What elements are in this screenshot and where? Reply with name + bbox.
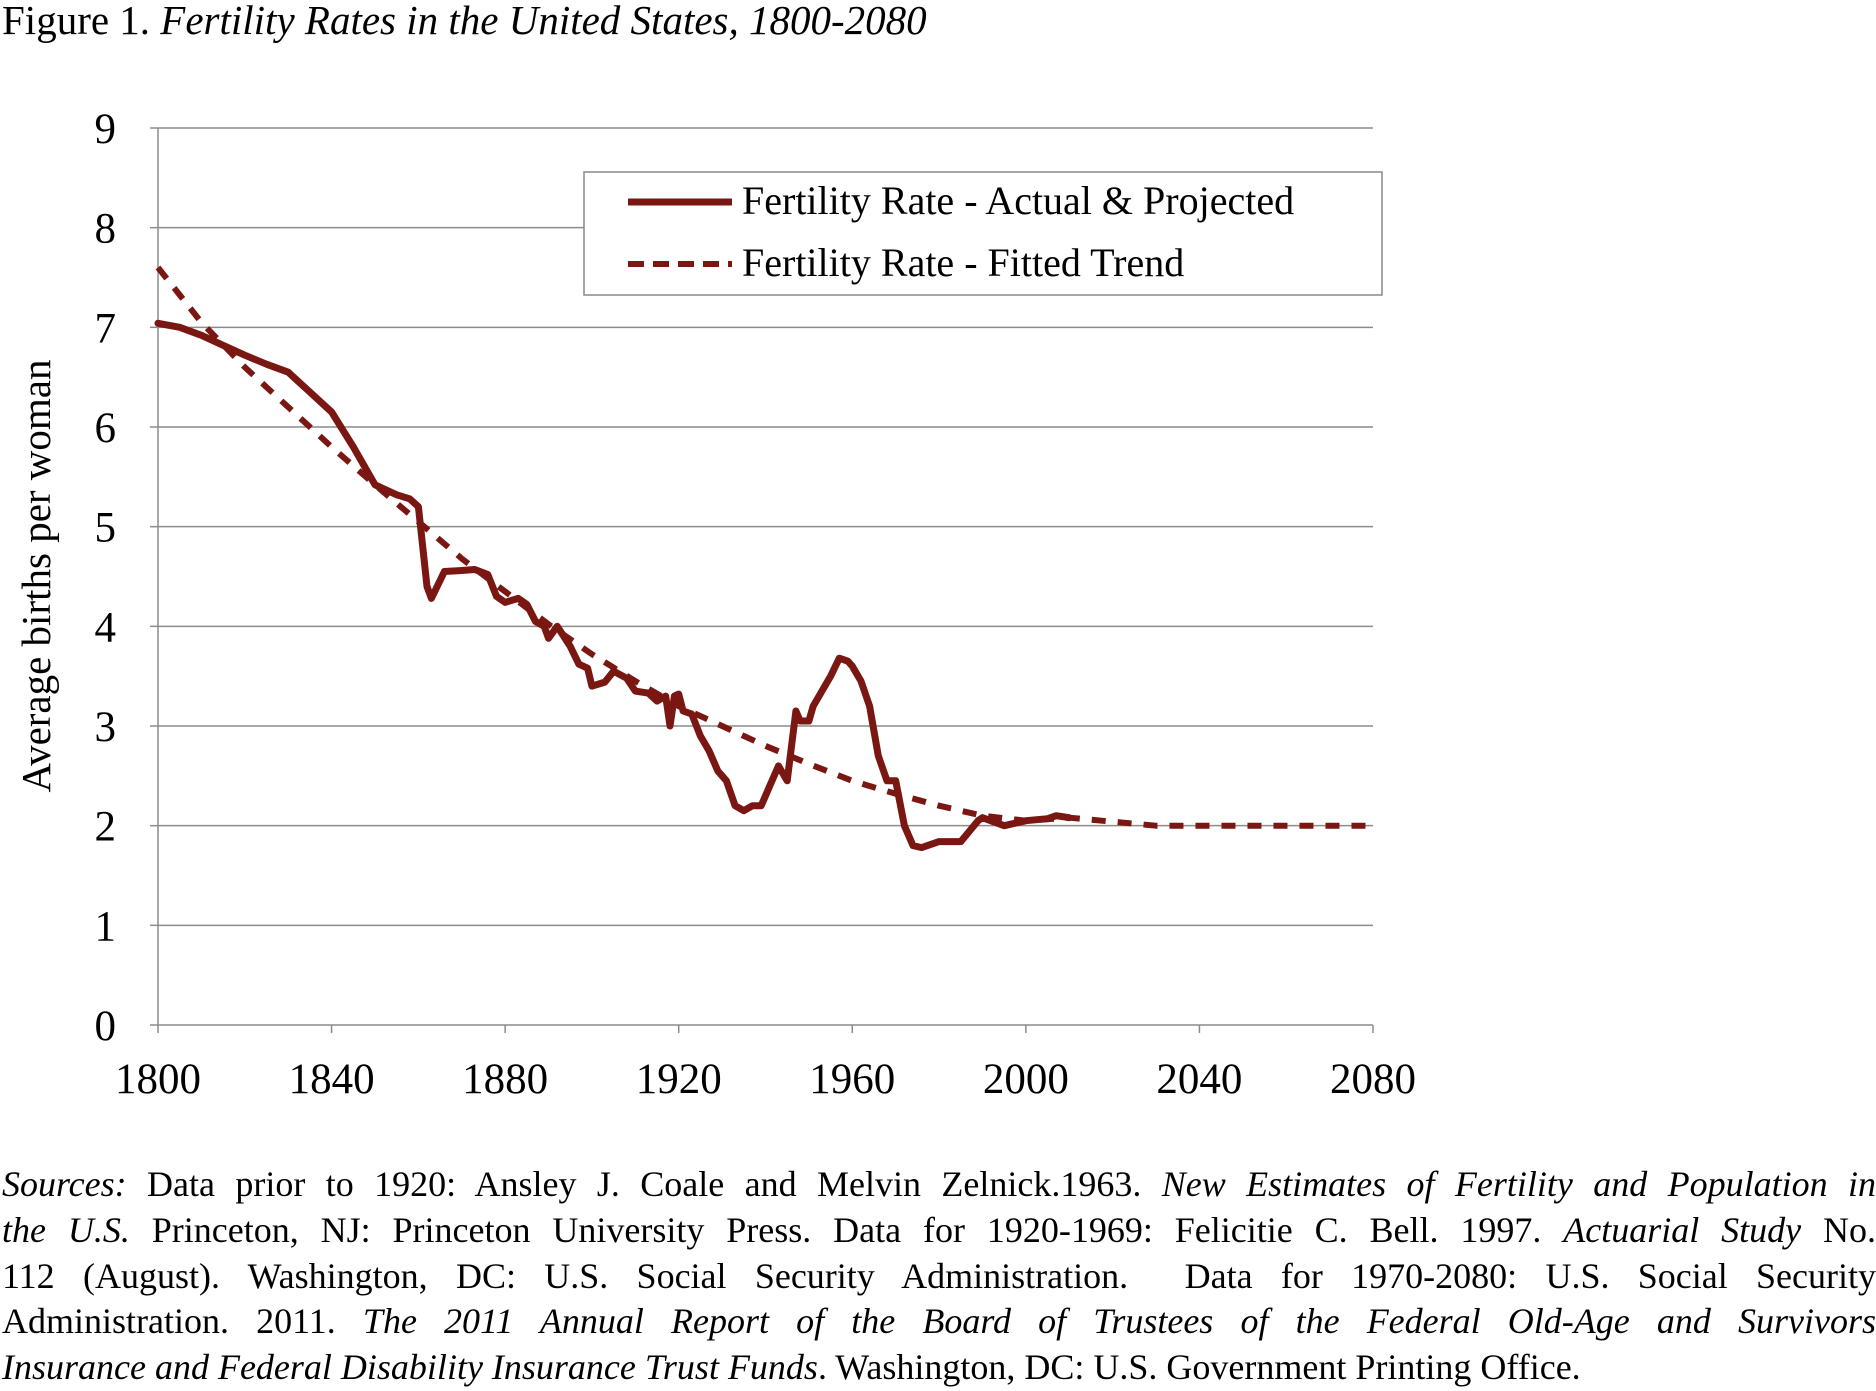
y-tick-label: 5 [95,505,117,552]
y-tick-label: 2 [95,804,117,851]
y-axis-label: Average births per woman [13,359,59,792]
sources-line: 112 (August). Washington, DC: U.S. Socia… [2,1254,1876,1300]
sources-text-segment: the U.S. [2,1209,130,1250]
y-tick-label: 4 [95,604,117,651]
tick-labels: 0 1 2 3 4 5 6 7 8 9 1800 1840 1880 1920 1960 2000 2040 20… [95,106,1417,1103]
sources-note: Sources: Data prior to 1920: Ansley J. C… [2,1162,1876,1391]
y-tick-label: 8 [95,206,117,253]
x-tick-label: 1960 [809,1056,895,1103]
legend-box [583,171,1383,296]
y-tick-label: 6 [95,405,117,452]
x-tick-label: 1920 [636,1056,722,1103]
sources-text-segment: The 2011 Annual Report of the Board of T… [362,1301,1876,1342]
figure-label: Figure 1. [2,0,151,43]
series-group [154,265,1373,852]
legend: Fertility Rate - Actual & Projected Fert… [583,171,1383,296]
y-tick-label: 0 [95,1003,117,1050]
sources-text-segment: 112 (August). Washington, DC: U.S. Socia… [2,1255,1876,1296]
sources-line: Sources: Data prior to 1920: Ansley J. C… [2,1162,1876,1208]
legend-label-actual: Fertility Rate - Actual & Projected [742,178,1294,223]
sources-text-segment: Insurance and Federal Disability Insuran… [2,1347,818,1388]
series-line-actual-projected [154,319,1073,852]
x-tick-label: 1840 [289,1056,375,1103]
sources-line: the U.S. Princeton, NJ: Princeton Univer… [2,1208,1876,1254]
sources-line: Insurance and Federal Disability Insuran… [2,1345,1876,1391]
sources-text-segment: Data prior to 1920: Ansley J. Coale and … [126,1164,1162,1204]
sources-text-segment: New Estimates of Fertility and Populatio… [1161,1164,1876,1204]
legend-label-trend: Fertility Rate - Fitted Trend [742,240,1184,285]
fertility-chart: 0 1 2 3 4 5 6 7 8 9 1800 1840 1880 1920 1960 2000 2040 20… [13,106,1417,1103]
sources-line: Administration. 2011. The 2011 Annual Re… [2,1299,1876,1345]
figure-title: Figure 1. Fertility Rates in the United … [2,0,927,44]
sources-text-segment: Princeton, NJ: Princeton University Pres… [129,1209,1564,1250]
y-tick-label: 9 [95,106,117,153]
sources-text-segment: No. [1801,1209,1876,1250]
x-tick-label: 1800 [115,1056,201,1103]
y-tick-label: 1 [95,903,117,950]
x-tick-label: 2040 [1156,1056,1242,1103]
sources-text-segment: . Washington, DC: U.S. Government Printi… [817,1347,1581,1388]
y-tick-label: 7 [95,305,117,352]
x-tick-label: 2080 [1330,1056,1416,1103]
x-tick-label: 1880 [462,1056,548,1103]
sources-text-segment: Actuarial Study [1563,1209,1802,1250]
series-line-fitted-trend [155,265,1373,829]
sources-text-segment: Administration. 2011. [2,1301,363,1342]
x-tick-label: 2000 [983,1056,1069,1103]
figure-title-text: Fertility Rates in the United States, 18… [160,0,927,43]
axes [150,127,1374,1033]
y-tick-label: 3 [95,704,117,751]
sources-text-segment: Sources: [2,1164,127,1204]
